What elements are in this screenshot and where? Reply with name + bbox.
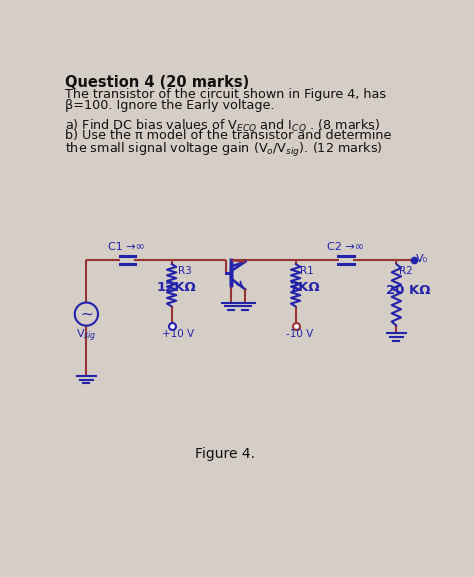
Text: β=100. Ignore the Early voltage.: β=100. Ignore the Early voltage. (64, 99, 274, 113)
Text: R1: R1 (300, 265, 314, 276)
Text: C2 →∞: C2 →∞ (327, 242, 364, 252)
Text: R3: R3 (178, 265, 191, 276)
Text: The transistor of the circuit shown in Figure 4, has: The transistor of the circuit shown in F… (64, 88, 386, 101)
Text: ~: ~ (80, 306, 93, 321)
Text: V₀: V₀ (416, 254, 428, 264)
Text: the small signal voltage gain (V$_o$/V$_{sig}$). (12 marks): the small signal voltage gain (V$_o$/V$_… (64, 141, 383, 159)
Text: -10 V: -10 V (286, 329, 314, 339)
Text: 20 KΩ: 20 KΩ (385, 284, 430, 297)
Text: Figure 4.: Figure 4. (195, 447, 255, 460)
Text: 7KΩ: 7KΩ (290, 281, 320, 294)
Text: 12KΩ: 12KΩ (156, 281, 196, 294)
Text: a) Find DC bias values of V$_{ECQ}$ and I$_{CQ}$ . (8 marks): a) Find DC bias values of V$_{ECQ}$ and … (64, 117, 380, 134)
Text: R2: R2 (400, 265, 413, 276)
Text: C1 →∞: C1 →∞ (108, 242, 145, 252)
Text: Question 4 (20 marks): Question 4 (20 marks) (64, 76, 249, 91)
Text: V$_{sig}$: V$_{sig}$ (75, 327, 96, 343)
Text: b) Use the π model of the transistor and determine: b) Use the π model of the transistor and… (64, 129, 391, 143)
Text: +10 V: +10 V (162, 329, 194, 339)
